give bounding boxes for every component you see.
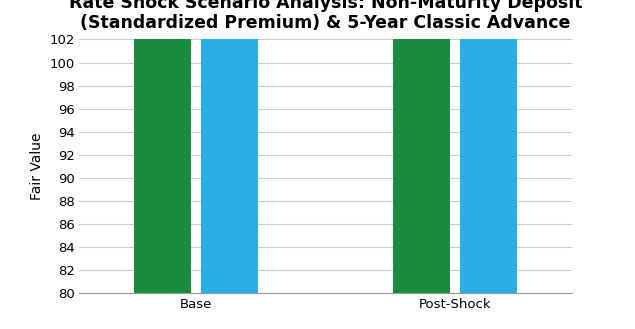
Y-axis label: Fair Value: Fair Value — [30, 132, 44, 200]
Title: Rate Shock Scenario Analysis: Non-Maturity Deposit
(Standardized Premium) & 5-Ye: Rate Shock Scenario Analysis: Non-Maturi… — [69, 0, 582, 32]
Bar — [134, 0, 190, 293]
Bar — [460, 0, 517, 293]
Bar — [201, 0, 258, 293]
Bar — [393, 0, 450, 293]
